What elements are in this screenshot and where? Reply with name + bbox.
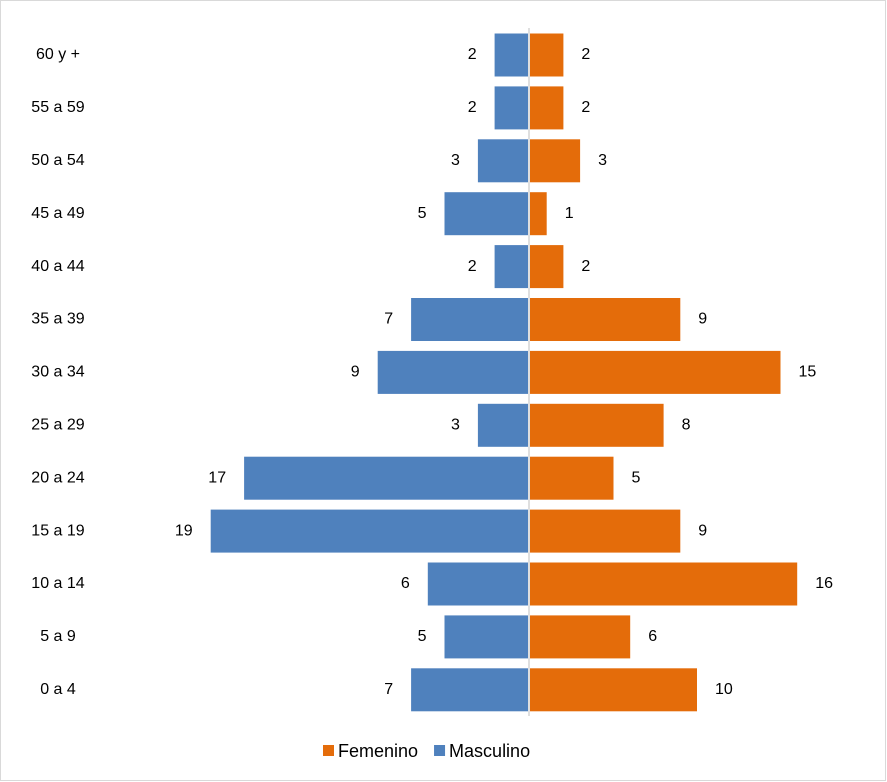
- bar: [444, 192, 528, 236]
- y-tick-label: 0 a 4: [40, 681, 76, 698]
- bar: [444, 615, 528, 659]
- legend-label: Femenino: [338, 741, 418, 761]
- bar: [411, 668, 528, 712]
- data-label: 3: [451, 152, 460, 169]
- data-label: 9: [351, 364, 360, 381]
- y-tick-label: 5 a 9: [40, 628, 76, 645]
- bar: [530, 139, 581, 183]
- data-label: 9: [698, 522, 707, 539]
- bar: [530, 192, 547, 236]
- data-label: 8: [682, 417, 691, 434]
- data-label: 15: [799, 364, 817, 381]
- bar: [210, 509, 528, 553]
- data-label: 2: [581, 258, 590, 275]
- legend-swatch: [323, 745, 334, 756]
- data-label: 5: [418, 628, 427, 645]
- bar: [530, 509, 681, 553]
- bar: [530, 403, 664, 447]
- y-tick-label: 45 a 49: [31, 205, 84, 222]
- bar: [477, 139, 528, 183]
- data-label: 19: [175, 522, 193, 539]
- data-label: 9: [698, 311, 707, 328]
- data-label: 2: [468, 99, 477, 116]
- bar: [530, 245, 564, 289]
- bar: [530, 456, 614, 500]
- bar: [530, 615, 631, 659]
- legend-label: Masculino: [449, 741, 530, 761]
- data-label: 5: [632, 469, 641, 486]
- data-label: 17: [208, 469, 226, 486]
- y-tick-label: 40 a 44: [31, 258, 84, 275]
- y-tick-label: 25 a 29: [31, 417, 84, 434]
- bar: [427, 562, 528, 606]
- bar: [494, 86, 528, 130]
- y-tick-label: 50 a 54: [31, 152, 84, 169]
- y-tick-label: 15 a 19: [31, 522, 84, 539]
- data-label: 3: [451, 417, 460, 434]
- bar: [377, 350, 528, 394]
- bar: [494, 245, 528, 289]
- data-label: 6: [648, 628, 657, 645]
- bar: [244, 456, 528, 500]
- y-tick-label: 30 a 34: [31, 364, 84, 381]
- data-label: 7: [384, 311, 393, 328]
- data-label: 2: [468, 46, 477, 63]
- data-label: 7: [384, 681, 393, 698]
- bar: [494, 33, 528, 77]
- y-tick-label: 55 a 59: [31, 99, 84, 116]
- legend-swatch: [434, 745, 446, 756]
- data-label: 3: [598, 152, 607, 169]
- y-tick-label: 10 a 14: [31, 575, 84, 592]
- data-label: 2: [581, 46, 590, 63]
- bar: [530, 562, 798, 606]
- bar: [477, 403, 528, 447]
- bar: [530, 350, 781, 394]
- y-tick-label: 60 y +: [36, 46, 80, 63]
- bar: [411, 298, 528, 341]
- data-label: 2: [468, 258, 477, 275]
- y-tick-label: 20 a 24: [31, 469, 84, 486]
- data-label: 6: [401, 575, 410, 592]
- bar: [530, 668, 697, 712]
- data-label: 16: [815, 575, 833, 592]
- y-tick-label: 35 a 39: [31, 311, 84, 328]
- data-label: 5: [418, 205, 427, 222]
- data-label: 1: [565, 205, 574, 222]
- bar: [530, 33, 564, 77]
- bar: [530, 86, 564, 130]
- data-label: 10: [715, 681, 733, 698]
- bar: [530, 298, 681, 341]
- data-label: 2: [581, 99, 590, 116]
